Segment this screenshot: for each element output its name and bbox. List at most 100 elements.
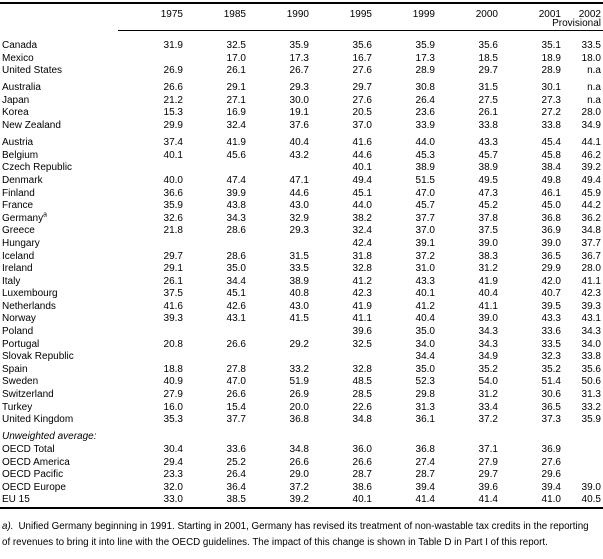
table-top-rule — [0, 2, 603, 4]
value-cell: 46.2 — [581, 149, 601, 161]
value-cell: 15.4 — [226, 401, 246, 413]
value-cell: 44.6 — [352, 149, 372, 161]
value-cell: 43.0 — [289, 300, 309, 312]
table-row: Austria 37.4 41.9 40.4 41.6 44.0 43.3 45.4 44.1 — [0, 137, 603, 150]
value-cell: 27.3 — [541, 94, 561, 106]
value-cell: 32.4 — [352, 225, 372, 237]
value-cell — [122, 326, 185, 339]
value-cell: 37.2 — [415, 250, 435, 262]
value-cell: 32.8 — [352, 363, 372, 375]
value-cell: 23.6 — [415, 107, 435, 119]
table-row: Ireland 29.1 35.0 33.5 32.8 31.0 31.2 29.9 28.0 — [0, 263, 603, 276]
value-cell: 26.9 — [289, 389, 309, 401]
value-cell: 38.9 — [415, 162, 435, 174]
value-cell: 41.6 — [352, 137, 372, 149]
country-cell: Spain — [2, 363, 28, 375]
country-cell: New Zealand — [2, 120, 61, 132]
value-cell: 39.0 — [478, 313, 498, 325]
value-cell: 47.0 — [415, 187, 435, 199]
value-cell: 35.9 — [289, 40, 309, 51]
value-cell: 39.2 — [289, 494, 309, 506]
value-cell: 27.2 — [541, 107, 561, 119]
value-cell: 35.6 — [352, 40, 372, 51]
value-cell: 45.1 — [352, 187, 372, 199]
value-cell: 35.2 — [541, 363, 561, 375]
value-cell: 28.7 — [415, 469, 435, 481]
value-cell: 29.3 — [289, 82, 309, 94]
value-cell: 34.8 — [352, 414, 372, 426]
table-row: Australia 26.6 29.1 29.3 29.7 30.8 31.5 30.1 n.a — [0, 82, 603, 95]
value-cell: 31.5 — [478, 82, 498, 94]
value-cell: 35.2 — [478, 363, 498, 375]
country-cell: OECD Pacific — [2, 469, 64, 481]
value-cell: 20.0 — [289, 401, 309, 413]
value-cell: 49.4 — [581, 174, 601, 186]
value-cell: 43.3 — [478, 137, 498, 149]
value-cell: 42.3 — [352, 288, 372, 300]
value-cell: 40.7 — [541, 288, 561, 300]
value-cell: 39.0 — [478, 237, 498, 249]
value-cell: 33.0 — [163, 494, 183, 506]
table-row: Sweden 40.9 47.0 51.9 48.5 52.3 54.0 51.4 50.6 — [0, 376, 603, 389]
value-cell — [248, 326, 311, 339]
value-cell: 42.3 — [581, 288, 601, 300]
value-cell: 27.6 — [352, 65, 372, 77]
value-cell: 36.5 — [541, 401, 561, 413]
value-cell: 16.0 — [163, 401, 183, 413]
table-row: Canada 31.9 32.5 35.9 35.6 35.9 35.6 35.1 33.5 — [0, 40, 603, 53]
value-cell: 45.6 — [226, 149, 246, 161]
value-cell: 17.3 — [289, 52, 309, 64]
value-cell: 15.3 — [163, 107, 183, 119]
value-cell: 32.8 — [352, 263, 372, 275]
value-cell: 51.9 — [289, 376, 309, 388]
value-cell: 41.1 — [581, 275, 601, 287]
value-cell: 29.7 — [478, 65, 498, 77]
value-cell: 32.5 — [226, 40, 246, 51]
value-cell: 31.9 — [163, 40, 183, 51]
value-cell: 31.3 — [581, 389, 601, 401]
value-cell — [185, 351, 248, 364]
value-cell: 37.0 — [352, 120, 372, 132]
value-cell: 45.3 — [415, 149, 435, 161]
value-cell: 36.2 — [581, 212, 601, 224]
value-cell: 26.7 — [289, 65, 309, 77]
value-cell: 43.3 — [541, 313, 561, 325]
value-cell: 36.5 — [541, 250, 561, 262]
value-cell: 40.1 — [352, 494, 372, 506]
value-cell — [563, 444, 603, 457]
value-cell: 49.8 — [541, 174, 561, 186]
table-row: Denmark 40.0 47.4 47.1 49.4 51.5 49.5 49.8 49.4 — [0, 175, 603, 188]
value-cell: 28.9 — [541, 65, 561, 77]
value-cell: 18.8 — [163, 363, 183, 375]
country-cell: Japan — [2, 94, 30, 106]
value-cell: 35.3 — [163, 414, 183, 426]
value-cell: 29.1 — [226, 82, 246, 94]
value-cell: 27.9 — [163, 389, 183, 401]
table-row: Czech Republic 40.1 38.9 38.9 38.4 39.2 — [0, 162, 603, 175]
country-cell: Portugal — [2, 338, 40, 350]
value-cell: 40.1 — [163, 149, 183, 161]
value-cell: 41.4 — [478, 494, 498, 506]
value-cell: 41.0 — [541, 494, 561, 506]
value-cell: 37.5 — [478, 225, 498, 237]
value-cell: 41.6 — [163, 300, 183, 312]
table-row: Netherlands 41.6 42.6 43.0 41.9 41.2 41.1 39.5 3… — [0, 301, 603, 314]
value-cell: 43.8 — [226, 200, 246, 212]
value-cell: 26.1 — [478, 107, 498, 119]
value-cell: 28.6 — [226, 250, 246, 262]
table-row: Belgium 40.1 45.6 43.2 44.6 45.3 45.7 45.8 46.2 — [0, 150, 603, 163]
table-row: Mexico 17.0 17.3 16.7 17.3 18.5 18.9 18.0 — [0, 53, 603, 66]
value-cell: 45.7 — [415, 200, 435, 212]
value-cell: 38.2 — [352, 212, 372, 224]
value-cell: 33.2 — [581, 401, 601, 413]
value-cell: 32.9 — [289, 212, 309, 224]
value-cell: 34.0 — [415, 338, 435, 350]
value-cell: 29.6 — [541, 469, 561, 481]
table-bottom-rule — [0, 506, 603, 509]
value-cell: 33.6 — [226, 443, 246, 455]
value-cell: 46.1 — [541, 187, 561, 199]
value-cell: 22.6 — [352, 401, 372, 413]
value-cell: 50.6 — [581, 376, 601, 388]
value-cell: 28.5 — [352, 389, 372, 401]
value-cell: 29.7 — [163, 250, 183, 262]
